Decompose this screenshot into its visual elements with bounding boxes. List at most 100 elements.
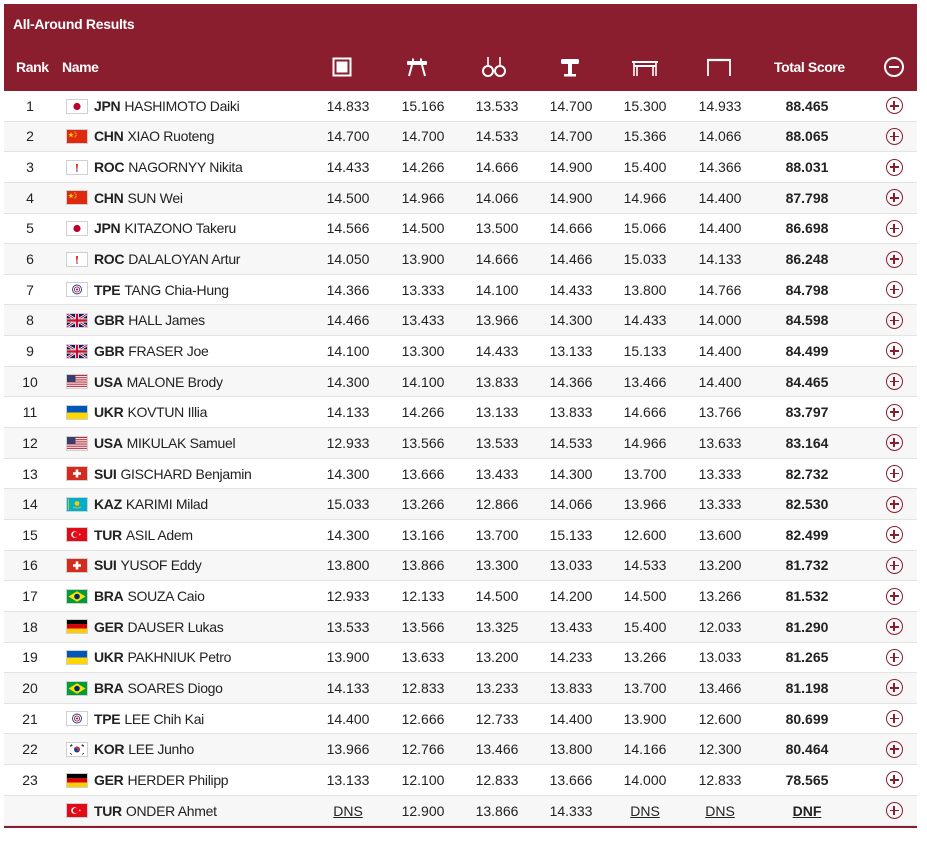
rank-cell: 23 bbox=[22, 771, 38, 788]
table-row: 13 SUI GISCHARD Benjamin 14.300 13.666 13.433… bbox=[4, 459, 917, 490]
athlete-name[interactable]: SUI GISCHARD Benjamin bbox=[94, 459, 252, 489]
score-horizontal-bar: 12.600 bbox=[698, 710, 742, 727]
chinese-taipei-flag bbox=[66, 282, 88, 298]
athlete-name[interactable]: KAZ KARIMI Milad bbox=[94, 489, 208, 519]
score-rings: 13.866 bbox=[475, 802, 519, 819]
athlete-name[interactable]: GBR FRASER Joe bbox=[94, 336, 209, 366]
score-floor: 14.566 bbox=[326, 220, 370, 237]
pommel-horse-icon[interactable] bbox=[406, 42, 428, 91]
athlete-name[interactable]: CHN XIAO Ruoteng bbox=[94, 122, 214, 152]
score-floor: 12.933 bbox=[326, 434, 370, 451]
score-rings: 13.833 bbox=[475, 373, 519, 390]
score-parallel-bars: 15.300 bbox=[623, 97, 667, 114]
athlete-name[interactable]: UKR PAKHNIUK Petro bbox=[94, 643, 231, 673]
plus-circle-icon[interactable] bbox=[884, 122, 904, 152]
score-floor: DNS bbox=[333, 802, 363, 819]
athlete-name[interactable]: USA MALONE Brody bbox=[94, 367, 223, 397]
plus-circle-icon[interactable] bbox=[884, 581, 904, 611]
plus-circle-icon[interactable] bbox=[884, 612, 904, 642]
score-floor: 14.466 bbox=[326, 312, 370, 329]
athlete-name[interactable]: JPN HASHIMOTO Daiki bbox=[94, 91, 240, 121]
score-horizontal-bar: 13.266 bbox=[698, 588, 742, 605]
plus-circle-icon[interactable] bbox=[884, 214, 904, 244]
plus-circle-icon[interactable] bbox=[884, 244, 904, 274]
athlete-name[interactable]: SUI YUSOF Eddy bbox=[94, 551, 202, 581]
score-vault: 14.700 bbox=[549, 97, 593, 114]
plus-circle-icon[interactable] bbox=[884, 765, 904, 795]
score-horizontal-bar: 14.400 bbox=[698, 342, 742, 359]
rank-cell: 17 bbox=[22, 588, 38, 605]
minus-circle-icon[interactable] bbox=[884, 42, 904, 91]
athlete-name[interactable]: TUR ONDER Ahmet bbox=[94, 796, 217, 826]
total-score: 88.065 bbox=[785, 128, 829, 145]
plus-circle-icon[interactable] bbox=[884, 152, 904, 182]
athlete-name[interactable]: TPE LEE Chih Kai bbox=[94, 704, 204, 734]
vault-icon[interactable] bbox=[559, 42, 581, 91]
turkey-flag bbox=[66, 803, 88, 819]
score-horizontal-bar: 13.466 bbox=[698, 679, 742, 696]
score-vault: 14.666 bbox=[549, 220, 593, 237]
athlete-name[interactable]: UKR KOVTUN Illia bbox=[94, 397, 207, 427]
plus-circle-icon[interactable] bbox=[884, 397, 904, 427]
score-parallel-bars: 14.966 bbox=[623, 434, 667, 451]
plus-circle-icon[interactable] bbox=[884, 305, 904, 335]
plus-circle-icon[interactable] bbox=[884, 551, 904, 581]
athlete-name[interactable]: JPN KITAZONO Takeru bbox=[94, 214, 236, 244]
plus-circle-icon[interactable] bbox=[884, 673, 904, 703]
plus-circle-icon[interactable] bbox=[884, 796, 904, 826]
table-row: 18 GER DAUSER Lukas 13.533 13.566 13.325 13.43… bbox=[4, 611, 917, 643]
athlete-name[interactable]: GER DAUSER Lukas bbox=[94, 612, 224, 642]
athlete-name-text: HALL James bbox=[128, 312, 205, 329]
total-score: 78.565 bbox=[785, 771, 829, 788]
athlete-name[interactable]: KOR LEE Junho bbox=[94, 734, 194, 764]
athlete-name[interactable]: GER HERDER Philipp bbox=[94, 765, 229, 795]
score-pommel-horse: 13.300 bbox=[401, 342, 445, 359]
athlete-name-text: DAUSER Lukas bbox=[127, 618, 224, 635]
plus-circle-icon[interactable] bbox=[884, 704, 904, 734]
roc-flag bbox=[66, 159, 88, 175]
athlete-name[interactable]: TPE TANG Chia-Hung bbox=[94, 275, 229, 305]
total-score: 82.732 bbox=[785, 465, 829, 482]
athlete-name[interactable]: BRA SOARES Diogo bbox=[94, 673, 223, 703]
plus-circle-icon[interactable] bbox=[884, 459, 904, 489]
athlete-name[interactable]: CHN SUN Wei bbox=[94, 183, 183, 213]
parallel-bars-icon[interactable] bbox=[630, 42, 660, 91]
athlete-name[interactable]: ROC DALALOYAN Artur bbox=[94, 244, 240, 274]
floor-icon[interactable] bbox=[331, 42, 353, 91]
noc-code: JPN bbox=[94, 97, 121, 114]
plus-circle-icon[interactable] bbox=[884, 643, 904, 673]
great-britain-flag bbox=[66, 312, 88, 328]
plus-circle-icon[interactable] bbox=[884, 734, 904, 764]
athlete-name-text: XIAO Ruoteng bbox=[127, 128, 215, 145]
plus-circle-icon[interactable] bbox=[884, 428, 904, 458]
plus-circle-icon[interactable] bbox=[884, 183, 904, 213]
plus-circle-icon[interactable] bbox=[884, 489, 904, 519]
horizontal-bar-icon[interactable] bbox=[705, 42, 733, 91]
table-row: 22 KOR LEE Junho 13.966 12.766 13.466 13.800 14… bbox=[4, 734, 917, 766]
score-parallel-bars: 15.133 bbox=[623, 342, 667, 359]
plus-circle-icon[interactable] bbox=[884, 367, 904, 397]
athlete-name[interactable]: TUR ASIL Adem bbox=[94, 520, 193, 550]
athlete-name[interactable]: BRA SOUZA Caio bbox=[94, 581, 205, 611]
plus-circle-icon[interactable] bbox=[884, 336, 904, 366]
athlete-name[interactable]: USA MIKULAK Samuel bbox=[94, 428, 236, 458]
total-score: 84.465 bbox=[785, 373, 829, 390]
score-horizontal-bar: 13.633 bbox=[698, 434, 742, 451]
score-pommel-horse: 14.500 bbox=[401, 220, 445, 237]
noc-code: GBR bbox=[94, 342, 125, 359]
total-score: 86.698 bbox=[785, 220, 829, 237]
score-rings: 13.300 bbox=[475, 557, 519, 574]
athlete-name[interactable]: ROC NAGORNYY Nikita bbox=[94, 152, 243, 182]
plus-circle-icon[interactable] bbox=[884, 520, 904, 550]
score-parallel-bars: 13.266 bbox=[623, 649, 667, 666]
score-horizontal-bar: 13.600 bbox=[698, 526, 742, 543]
plus-circle-icon[interactable] bbox=[884, 91, 904, 121]
rings-icon[interactable] bbox=[481, 42, 507, 91]
score-horizontal-bar: 12.300 bbox=[698, 741, 742, 758]
plus-circle-icon[interactable] bbox=[884, 275, 904, 305]
score-rings: 14.533 bbox=[475, 128, 519, 145]
rank-cell: 15 bbox=[22, 526, 38, 543]
score-vault: 14.466 bbox=[549, 251, 593, 268]
athlete-name[interactable]: GBR HALL James bbox=[94, 305, 205, 335]
score-floor: 14.400 bbox=[326, 710, 370, 727]
